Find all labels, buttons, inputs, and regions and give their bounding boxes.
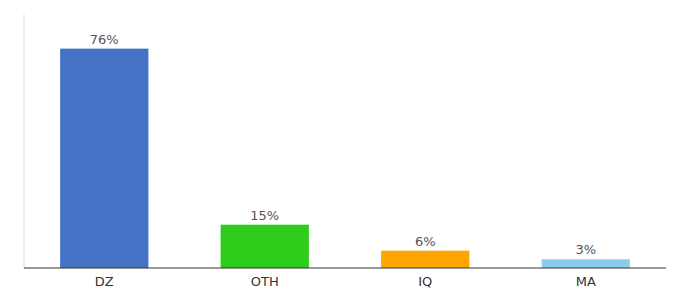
bar: [60, 49, 148, 268]
chart-svg: DZ OTH IQ MA 76% 15% 6% 3%: [0, 0, 680, 300]
bar: [221, 225, 309, 268]
bar: [542, 259, 630, 268]
x-tick-label: OTH: [251, 274, 279, 289]
data-label: 76%: [90, 32, 119, 47]
x-axis-line: [24, 268, 666, 269]
bar: [381, 251, 469, 268]
data-label: 15%: [250, 208, 279, 223]
y-axis-line: [24, 14, 25, 268]
chart-container: DZ OTH IQ MA 76% 15% 6% 3%: [0, 0, 680, 300]
data-label: 6%: [415, 234, 436, 249]
x-tick-label: MA: [576, 274, 596, 289]
data-label: 3%: [575, 242, 596, 257]
bars: [60, 49, 630, 268]
x-tick-label: IQ: [418, 274, 432, 289]
x-tick-label: DZ: [95, 274, 114, 289]
